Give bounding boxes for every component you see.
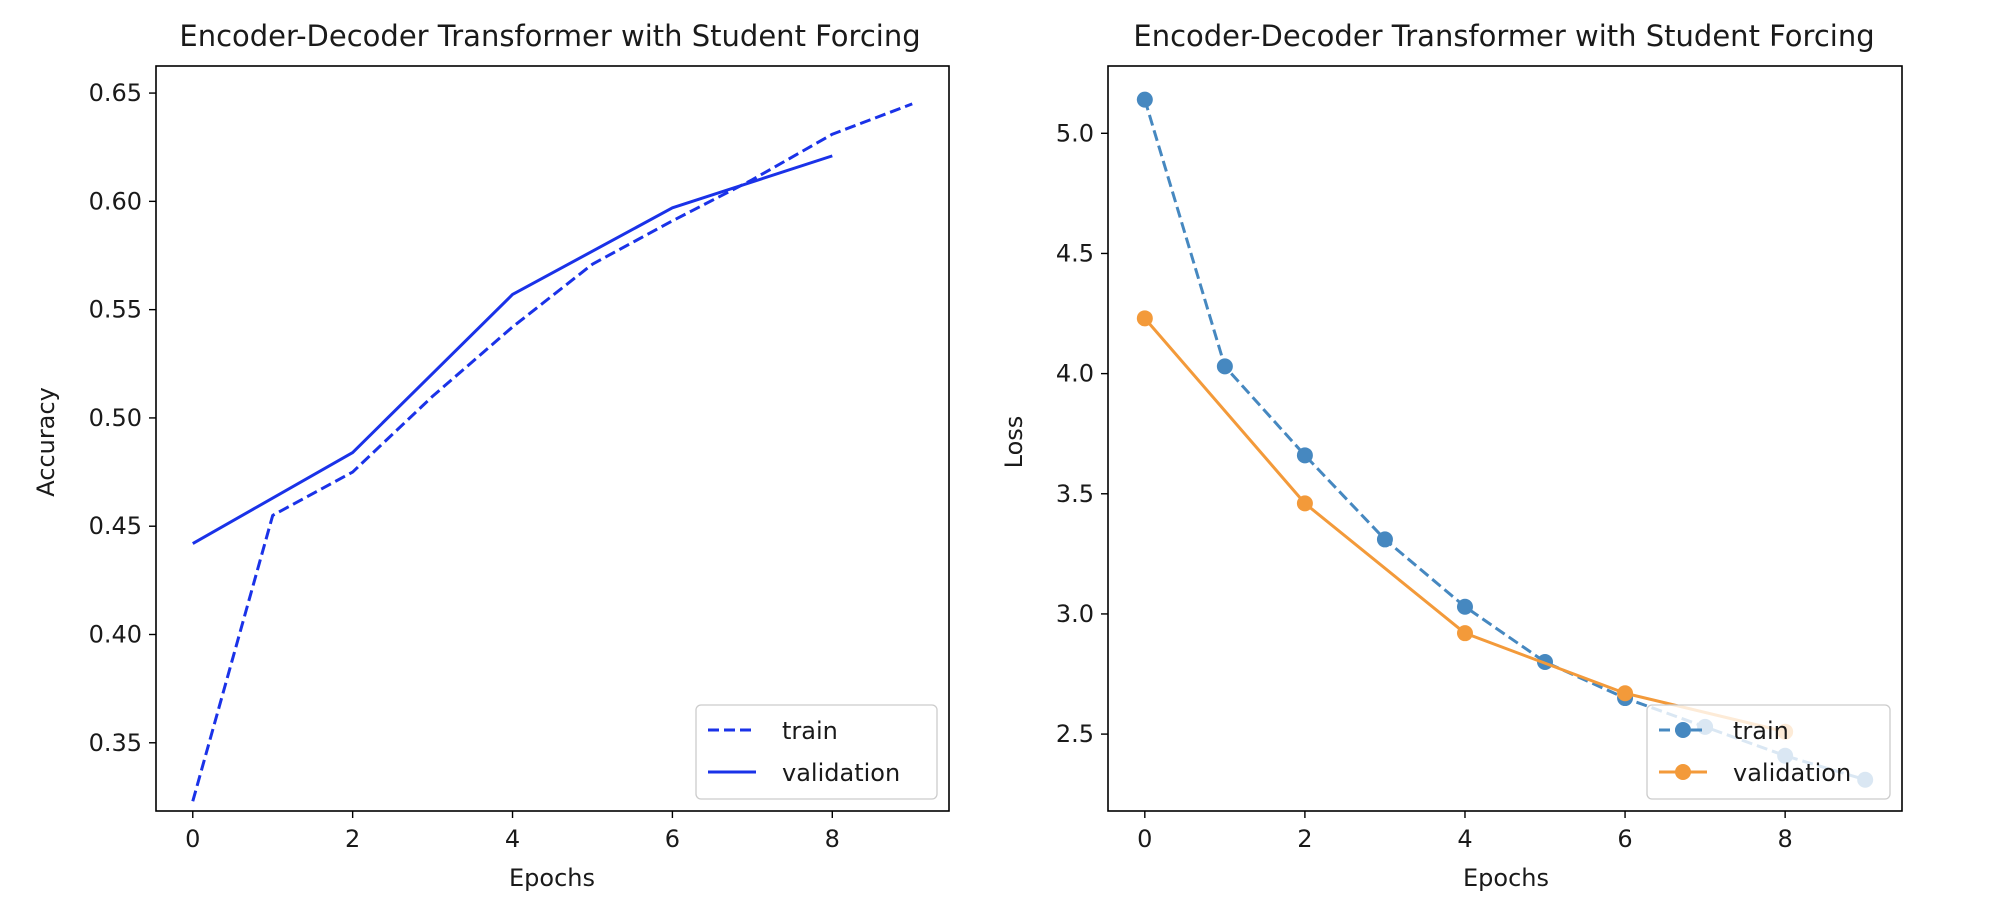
loss-y-tick-label: 3.0	[1056, 600, 1094, 628]
accuracy-y-tick-label: 0.55	[89, 296, 142, 324]
loss-chart-title: Encoder-Decoder Transformer with Student…	[1133, 19, 1874, 53]
loss-plot-frame	[1107, 65, 1903, 812]
accuracy-series-line-validation	[192, 154, 833, 545]
accuracy-x-tick-label: 2	[345, 825, 360, 853]
loss-legend-marker-train	[1675, 722, 1691, 738]
loss-point-train	[1376, 531, 1393, 548]
loss-legend-marker-validation	[1675, 764, 1691, 780]
loss-point-validation	[1296, 495, 1313, 512]
loss-x-tick-label: 2	[1297, 825, 1312, 853]
loss-series-line-validation	[1143, 317, 1786, 734]
loss-y-tick-label: 3.5	[1056, 480, 1094, 508]
loss-point-train	[1296, 447, 1313, 464]
accuracy-x-axis-label: Epochs	[509, 864, 595, 892]
loss-y-tick-label: 5.0	[1056, 119, 1094, 147]
accuracy-y-tick-label: 0.50	[89, 404, 142, 432]
accuracy-y-tick-label: 0.60	[89, 187, 142, 215]
accuracy-x-tick-label: 8	[825, 825, 840, 853]
loss-legend: train validation	[1646, 704, 1891, 800]
accuracy-y-tick-label: 0.45	[89, 512, 142, 540]
loss-y-tick-label: 4.0	[1056, 360, 1094, 388]
accuracy-legend-label-validation: validation	[782, 759, 900, 787]
loss-y-axis-label: Loss	[1000, 416, 1028, 469]
accuracy-y-tick-label: 0.40	[89, 620, 142, 648]
accuracy-x-tick-label: 0	[185, 825, 200, 853]
loss-y-tick-label: 4.5	[1056, 239, 1094, 267]
loss-legend-label-validation: validation	[1733, 759, 1851, 787]
loss-legend-box	[1646, 704, 1891, 800]
accuracy-legend-label-train: train	[782, 717, 838, 745]
loss-series-line-train	[1143, 99, 1866, 782]
loss-point-validation	[1136, 310, 1153, 327]
loss-y-tick-label: 2.5	[1056, 720, 1094, 748]
accuracy-y-axis-label: Accuracy	[32, 387, 60, 497]
loss-x-tick-label: 0	[1137, 825, 1152, 853]
loss-legend-label-train: train	[1733, 717, 1789, 745]
loss-point-train	[1136, 91, 1153, 108]
loss-x-tick-label: 4	[1457, 825, 1472, 853]
accuracy-chart: Encoder-Decoder Transformer with Student…	[32, 19, 950, 892]
loss-point-validation	[1617, 685, 1634, 702]
accuracy-y-tick-label: 0.35	[89, 729, 142, 757]
loss-chart: Encoder-Decoder Transformer with Student…	[1000, 19, 1903, 892]
loss-point-validation	[1456, 625, 1473, 642]
accuracy-x-tick-label: 6	[665, 825, 680, 853]
loss-point-train	[1216, 358, 1233, 375]
loss-x-tick-label: 8	[1778, 825, 1793, 853]
loss-point-train	[1456, 598, 1473, 615]
accuracy-chart-title: Encoder-Decoder Transformer with Student…	[179, 19, 920, 53]
loss-x-axis-label: Epochs	[1463, 864, 1549, 892]
accuracy-plot-frame	[155, 65, 950, 812]
accuracy-x-tick-label: 4	[505, 825, 520, 853]
loss-x-tick-label: 6	[1617, 825, 1632, 853]
accuracy-y-tick-label: 0.65	[89, 79, 142, 107]
accuracy-legend-box	[695, 704, 938, 800]
accuracy-legend: train validation	[695, 704, 938, 800]
accuracy-series-line-train	[191, 102, 913, 802]
